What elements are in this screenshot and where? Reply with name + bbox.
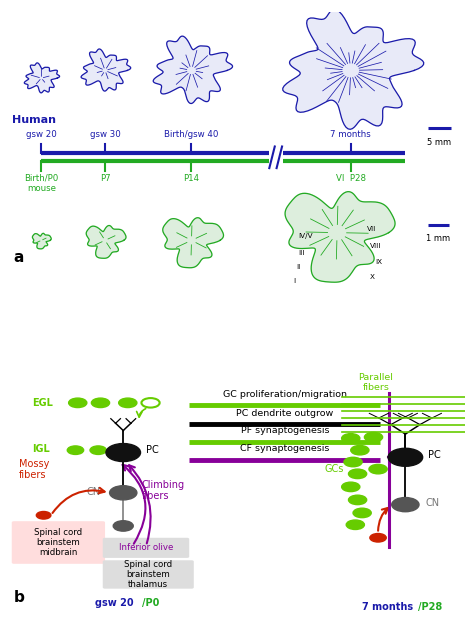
Polygon shape <box>32 234 51 249</box>
Polygon shape <box>24 63 60 93</box>
Text: VII: VII <box>366 226 376 232</box>
Text: a: a <box>13 250 24 265</box>
Polygon shape <box>86 226 126 259</box>
Circle shape <box>369 464 387 474</box>
Text: GC proliferation/migration: GC proliferation/migration <box>223 389 347 399</box>
FancyBboxPatch shape <box>12 521 105 564</box>
Polygon shape <box>153 36 233 103</box>
Circle shape <box>365 432 383 442</box>
Circle shape <box>118 398 137 407</box>
Text: CF synaptogenesis: CF synaptogenesis <box>240 444 329 453</box>
Text: PC: PC <box>428 450 441 460</box>
Text: Birth/P0
mouse: Birth/P0 mouse <box>24 174 58 193</box>
Circle shape <box>342 482 360 492</box>
Text: PC dendrite outgrow: PC dendrite outgrow <box>236 409 333 417</box>
Text: P7: P7 <box>100 174 110 183</box>
Text: Birth/gsw 40: Birth/gsw 40 <box>164 130 219 140</box>
Text: VIII: VIII <box>370 243 382 249</box>
Text: CN: CN <box>86 487 100 497</box>
Circle shape <box>69 398 87 407</box>
Text: I: I <box>293 278 295 284</box>
Text: b: b <box>14 590 25 605</box>
Circle shape <box>351 445 369 455</box>
Polygon shape <box>81 49 131 91</box>
Text: CN: CN <box>426 498 440 508</box>
Text: 7 months: 7 months <box>330 130 371 140</box>
Text: 5 mm: 5 mm <box>428 138 452 147</box>
Text: gsw 30: gsw 30 <box>90 130 120 140</box>
Text: VI  P28: VI P28 <box>336 174 366 183</box>
Circle shape <box>392 498 419 511</box>
Text: 1 mm: 1 mm <box>426 234 450 243</box>
Circle shape <box>348 495 367 505</box>
Circle shape <box>370 533 386 542</box>
Text: II: II <box>296 264 301 270</box>
Text: PF synaptogenesis: PF synaptogenesis <box>240 426 329 435</box>
Circle shape <box>106 444 140 462</box>
Text: GCs: GCs <box>325 464 344 474</box>
Text: IGL: IGL <box>32 444 50 454</box>
Text: Spinal cord
brainstem
thalamus: Spinal cord brainstem thalamus <box>124 559 173 589</box>
Circle shape <box>348 469 367 478</box>
Circle shape <box>36 511 51 519</box>
Text: Human: Human <box>12 115 56 125</box>
Circle shape <box>346 520 365 530</box>
Text: 7 months: 7 months <box>362 602 413 612</box>
Text: EGL: EGL <box>32 398 53 408</box>
Text: Climbing
fibers: Climbing fibers <box>141 480 184 501</box>
Circle shape <box>113 521 133 531</box>
Circle shape <box>109 486 137 500</box>
Text: Parallel
fibers: Parallel fibers <box>358 373 393 392</box>
Polygon shape <box>283 9 424 130</box>
Circle shape <box>353 508 371 518</box>
Text: /P28: /P28 <box>418 602 443 612</box>
Text: IX: IX <box>375 259 383 265</box>
Polygon shape <box>163 217 224 268</box>
Circle shape <box>67 446 83 454</box>
Text: gsw 20: gsw 20 <box>26 130 57 140</box>
Circle shape <box>90 446 106 454</box>
Circle shape <box>344 457 362 467</box>
Text: PC: PC <box>146 445 159 455</box>
Text: III: III <box>299 250 305 255</box>
Text: X: X <box>370 274 375 280</box>
Text: /P0: /P0 <box>142 599 159 609</box>
Circle shape <box>388 449 423 466</box>
Text: Inferior olive: Inferior olive <box>119 543 173 552</box>
Text: P14: P14 <box>183 174 200 183</box>
Text: Mossy
fibers: Mossy fibers <box>18 459 49 480</box>
Polygon shape <box>285 192 395 282</box>
Circle shape <box>342 434 360 443</box>
Circle shape <box>91 398 109 407</box>
Text: gsw 20: gsw 20 <box>95 599 134 609</box>
Text: Spinal cord
brainstem
midbrain: Spinal cord brainstem midbrain <box>34 528 82 558</box>
FancyBboxPatch shape <box>103 560 194 589</box>
Text: IV/V: IV/V <box>298 234 312 239</box>
FancyBboxPatch shape <box>103 538 189 558</box>
